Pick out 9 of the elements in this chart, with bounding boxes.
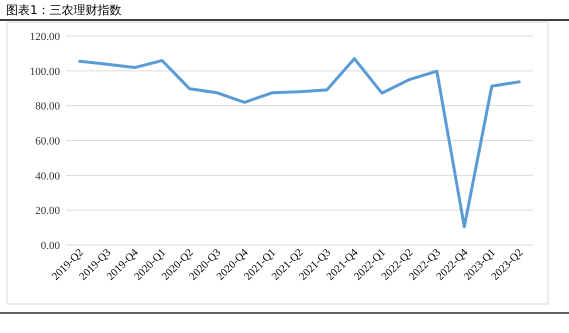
y-tick-label: 60.00 [35, 136, 60, 148]
y-tick-label: 40.00 [35, 170, 60, 182]
y-tick-label: 20.00 [35, 205, 60, 218]
chart-title: 图表1：三农理财指数 [6, 3, 122, 17]
y-tick-label: 0.00 [40, 240, 60, 252]
y-tick-label: 80.00 [35, 100, 60, 113]
y-tick-label: 100.00 [30, 66, 60, 78]
y-tick-label: 120.00 [30, 31, 60, 43]
line-series [78, 57, 521, 228]
